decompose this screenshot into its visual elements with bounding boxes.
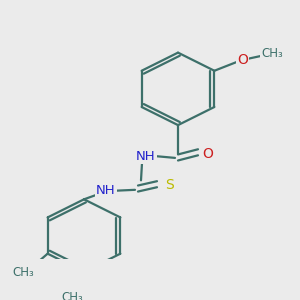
Text: CH₃: CH₃ [61,291,83,300]
Text: CH₃: CH₃ [262,47,283,60]
Text: O: O [202,147,213,160]
Text: NH: NH [136,150,156,163]
Text: O: O [237,53,248,68]
Text: CH₃: CH₃ [13,266,34,279]
Text: S: S [166,178,174,192]
Text: NH: NH [96,184,116,197]
